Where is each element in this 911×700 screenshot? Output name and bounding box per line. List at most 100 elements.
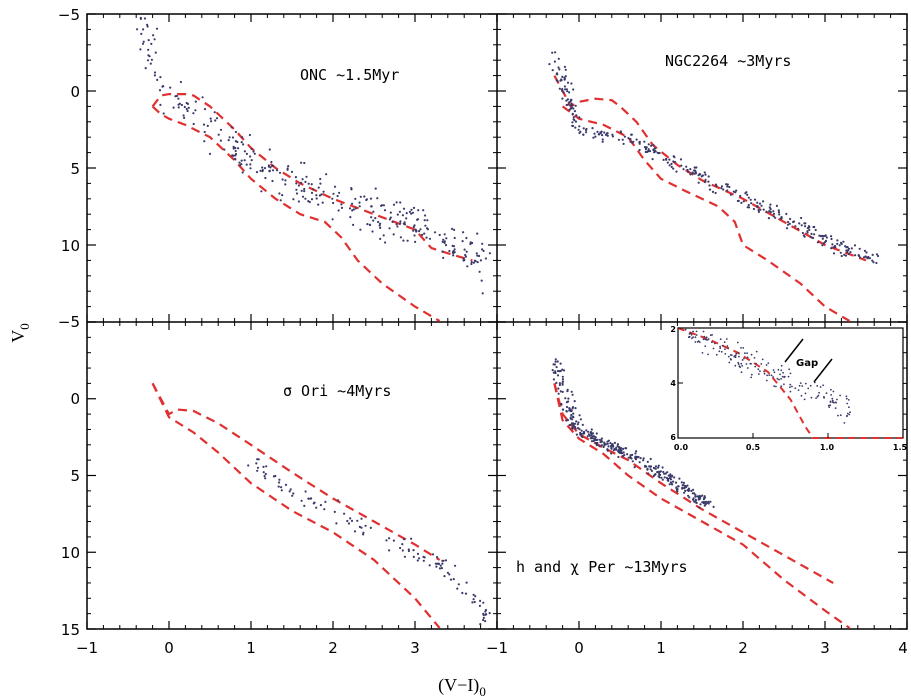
star-point-panel1 <box>560 79 563 82</box>
star-point-panel0 <box>412 229 415 232</box>
inset-star-point <box>746 356 749 359</box>
star-point-panel0 <box>153 38 156 41</box>
star-point-panel1 <box>832 246 835 249</box>
inset-star-point <box>735 352 738 355</box>
inset-star-point <box>728 361 731 364</box>
star-point-panel3 <box>593 438 596 441</box>
star-point-panel0 <box>202 123 206 126</box>
star-point-panel1 <box>572 118 575 121</box>
star-point-panel0 <box>374 217 377 220</box>
inset-star-point <box>783 376 786 379</box>
star-point-panel3 <box>622 447 625 450</box>
inset-star-point <box>707 353 709 356</box>
star-point-panel3 <box>552 378 556 381</box>
star-point-panel3 <box>565 405 569 409</box>
star-point-panel2 <box>484 620 487 623</box>
star-point-panel3 <box>565 410 568 413</box>
star-point-panel0 <box>310 183 313 186</box>
star-point-panel3 <box>553 363 557 366</box>
inset-star-point <box>780 385 783 388</box>
star-point-panel3 <box>616 443 620 446</box>
star-point-panel2 <box>412 549 415 552</box>
star-point-panel0 <box>203 130 206 134</box>
star-point-panel0 <box>281 194 284 197</box>
star-point-panel0 <box>217 133 220 136</box>
star-point-panel0 <box>370 216 373 219</box>
star-point-panel1 <box>652 144 655 147</box>
star-point-panel3 <box>567 397 570 400</box>
star-point-panel1 <box>651 158 654 161</box>
star-point-panel0 <box>414 228 417 231</box>
star-point-panel1 <box>824 240 827 244</box>
star-point-panel3 <box>695 501 698 504</box>
star-point-panel1 <box>839 251 842 254</box>
star-point-panel3 <box>633 466 636 469</box>
star-point-panel3 <box>595 432 598 435</box>
star-point-panel3 <box>606 448 609 451</box>
star-point-panel1 <box>603 131 606 134</box>
star-point-panel1 <box>558 68 561 71</box>
star-point-panel0 <box>384 241 387 244</box>
star-point-panel0 <box>248 133 251 137</box>
star-point-panel2 <box>441 562 444 565</box>
x-tick-label-3: 2 <box>328 639 338 657</box>
star-point-panel0 <box>177 97 180 100</box>
star-point-panel1 <box>818 234 821 237</box>
star-point-panel0 <box>351 209 354 212</box>
star-point-panel0 <box>284 183 287 186</box>
star-point-panel0 <box>374 187 377 190</box>
star-point-panel1 <box>785 212 788 215</box>
star-point-panel2 <box>262 471 265 474</box>
star-point-panel2 <box>461 591 464 595</box>
star-point-panel2 <box>412 555 415 559</box>
star-point-panel0 <box>304 197 307 200</box>
star-point-panel3 <box>681 486 684 489</box>
inset-star-point <box>773 385 775 387</box>
star-point-panel1 <box>691 171 694 174</box>
star-point-panel3 <box>661 478 664 481</box>
star-point-panel3 <box>590 431 593 434</box>
star-point-panel1 <box>832 252 836 255</box>
inset-star-point <box>846 412 849 415</box>
star-point-panel1 <box>571 124 574 127</box>
inset-star-point <box>777 368 780 371</box>
star-point-panel0 <box>411 211 414 214</box>
star-point-panel1 <box>769 203 772 206</box>
star-point-panel1 <box>838 244 841 247</box>
star-point-panel0 <box>232 145 235 148</box>
star-point-panel0 <box>142 28 145 31</box>
star-point-panel3 <box>578 414 581 417</box>
star-point-panel1 <box>558 87 561 90</box>
star-point-panel0 <box>422 209 425 212</box>
star-point-panel0 <box>399 220 402 223</box>
isochrone-panel3-0 <box>553 383 834 584</box>
inset-star-point <box>755 350 758 353</box>
star-point-panel1 <box>574 104 577 107</box>
star-point-panel0 <box>464 255 467 258</box>
star-point-panel3 <box>646 468 649 471</box>
star-point-panel2 <box>449 578 453 581</box>
star-point-panel0 <box>182 114 185 117</box>
inset-star-point <box>746 352 748 354</box>
inset-star-point <box>778 378 780 381</box>
star-point-panel3 <box>688 489 691 492</box>
star-point-panel1 <box>739 194 742 198</box>
star-point-panel3 <box>588 434 592 437</box>
star-point-panel3 <box>687 494 690 497</box>
star-point-panel1 <box>621 138 624 141</box>
star-point-panel0 <box>162 112 165 115</box>
star-point-panel1 <box>572 116 575 119</box>
inset-star-point <box>829 401 832 403</box>
star-point-panel0 <box>383 209 387 212</box>
star-point-panel3 <box>554 371 557 375</box>
star-point-panel2 <box>446 571 449 574</box>
star-point-panel1 <box>570 98 573 101</box>
star-point-panel1 <box>708 188 712 191</box>
star-point-panel2 <box>472 598 475 601</box>
star-point-panel3 <box>620 452 624 455</box>
inset-star-point <box>804 392 807 395</box>
star-point-panel2 <box>323 508 326 511</box>
star-point-panel0 <box>139 16 142 19</box>
star-point-panel1 <box>563 76 566 79</box>
star-point-panel1 <box>778 213 781 216</box>
